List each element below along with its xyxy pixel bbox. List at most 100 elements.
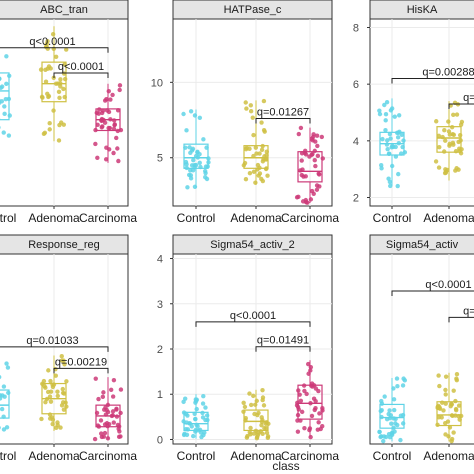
y-tick-label: 10: [151, 77, 163, 89]
data-point: [111, 150, 116, 156]
data-point: [435, 422, 440, 428]
data-point: [453, 149, 459, 154]
data-point: [47, 120, 52, 126]
data-point: [38, 67, 44, 72]
x-tick-label: Control: [373, 449, 412, 463]
data-point: [388, 108, 394, 113]
data-point: [188, 176, 194, 181]
y-tick-label: 4: [157, 254, 163, 266]
x-tick-label: Adenoma: [230, 449, 282, 463]
data-point: [394, 376, 400, 381]
data-point: [106, 88, 111, 94]
data-point: [61, 86, 66, 92]
data-point: [454, 371, 460, 377]
y-tick-label: 0: [157, 434, 163, 446]
data-point: [260, 143, 265, 149]
data-point: [193, 397, 198, 402]
y-tick-label: 4: [353, 136, 359, 148]
data-point: [243, 177, 249, 182]
data-point: [379, 401, 385, 406]
data-point: [302, 425, 307, 431]
data-point: [0, 406, 5, 412]
data-point: [442, 170, 448, 176]
significance-label: q=0.00219: [55, 356, 107, 368]
data-point: [458, 132, 463, 138]
data-point: [459, 119, 465, 125]
data-point: [306, 361, 311, 367]
data-point: [259, 423, 264, 428]
data-point: [454, 112, 460, 117]
data-point: [393, 416, 398, 422]
data-point: [251, 393, 256, 399]
data-point: [387, 151, 392, 156]
data-point: [378, 408, 383, 414]
data-point: [204, 413, 210, 418]
data-point: [0, 375, 2, 380]
data-point: [298, 418, 303, 423]
data-point: [384, 99, 390, 105]
data-point: [395, 183, 400, 189]
data-point: [115, 108, 121, 113]
data-point: [313, 139, 318, 144]
data-point: [39, 94, 45, 100]
data-point: [1, 130, 6, 135]
facet-title: Sigma54_activ_2: [210, 239, 294, 251]
data-point: [0, 100, 2, 105]
data-point: [435, 404, 440, 409]
data-point: [377, 429, 382, 435]
data-point: [393, 421, 398, 426]
data-point: [115, 146, 120, 151]
data-point: [383, 112, 389, 117]
data-point: [310, 151, 315, 157]
significance-bracket: [0, 47, 109, 53]
data-point: [446, 119, 451, 124]
panel-5: Sigma54_activ_2 0 1 2 3 4 q<0.0001 q=0.01491 Con…: [157, 234, 339, 463]
data-point: [264, 425, 269, 431]
data-point: [388, 413, 394, 418]
data-point: [61, 122, 66, 127]
data-point: [112, 122, 117, 128]
data-point: [241, 400, 246, 406]
data-point: [383, 434, 389, 440]
data-point: [183, 411, 189, 417]
data-point: [377, 111, 383, 117]
data-point: [309, 413, 315, 419]
data-point: [457, 417, 462, 422]
data-point: [308, 401, 313, 406]
data-point: [437, 144, 442, 150]
data-point: [296, 388, 301, 393]
data-point: [95, 122, 100, 128]
data-point: [184, 165, 189, 171]
data-point: [297, 392, 302, 397]
data-point: [110, 413, 115, 418]
data-point: [51, 108, 56, 113]
data-point: [108, 387, 114, 392]
data-point: [386, 176, 391, 181]
data-point: [253, 180, 258, 185]
significance-label: q=0.00288: [422, 67, 474, 79]
data-point: [101, 390, 106, 395]
data-point: [310, 384, 315, 389]
data-point: [251, 169, 257, 174]
data-point: [453, 398, 458, 404]
data-point: [188, 109, 194, 114]
data-point: [255, 432, 261, 438]
data-point: [56, 89, 62, 95]
data-point: [43, 67, 48, 73]
data-point: [303, 148, 308, 154]
data-point: [111, 126, 117, 131]
data-point: [388, 183, 393, 189]
panel-2: HATPase_c 5 10 q=0.01267 Control Adenoma Carci…: [151, 0, 339, 225]
data-point: [382, 394, 387, 399]
data-point: [391, 425, 396, 430]
data-point: [400, 383, 406, 388]
data-point: [203, 164, 209, 169]
data-point: [299, 151, 305, 156]
data-point: [99, 434, 105, 440]
data-point: [114, 414, 120, 419]
data-point: [115, 128, 120, 134]
data-point: [398, 151, 404, 156]
data-point: [64, 379, 69, 384]
box-adenoma: [41, 61, 67, 103]
data-point: [308, 368, 313, 373]
